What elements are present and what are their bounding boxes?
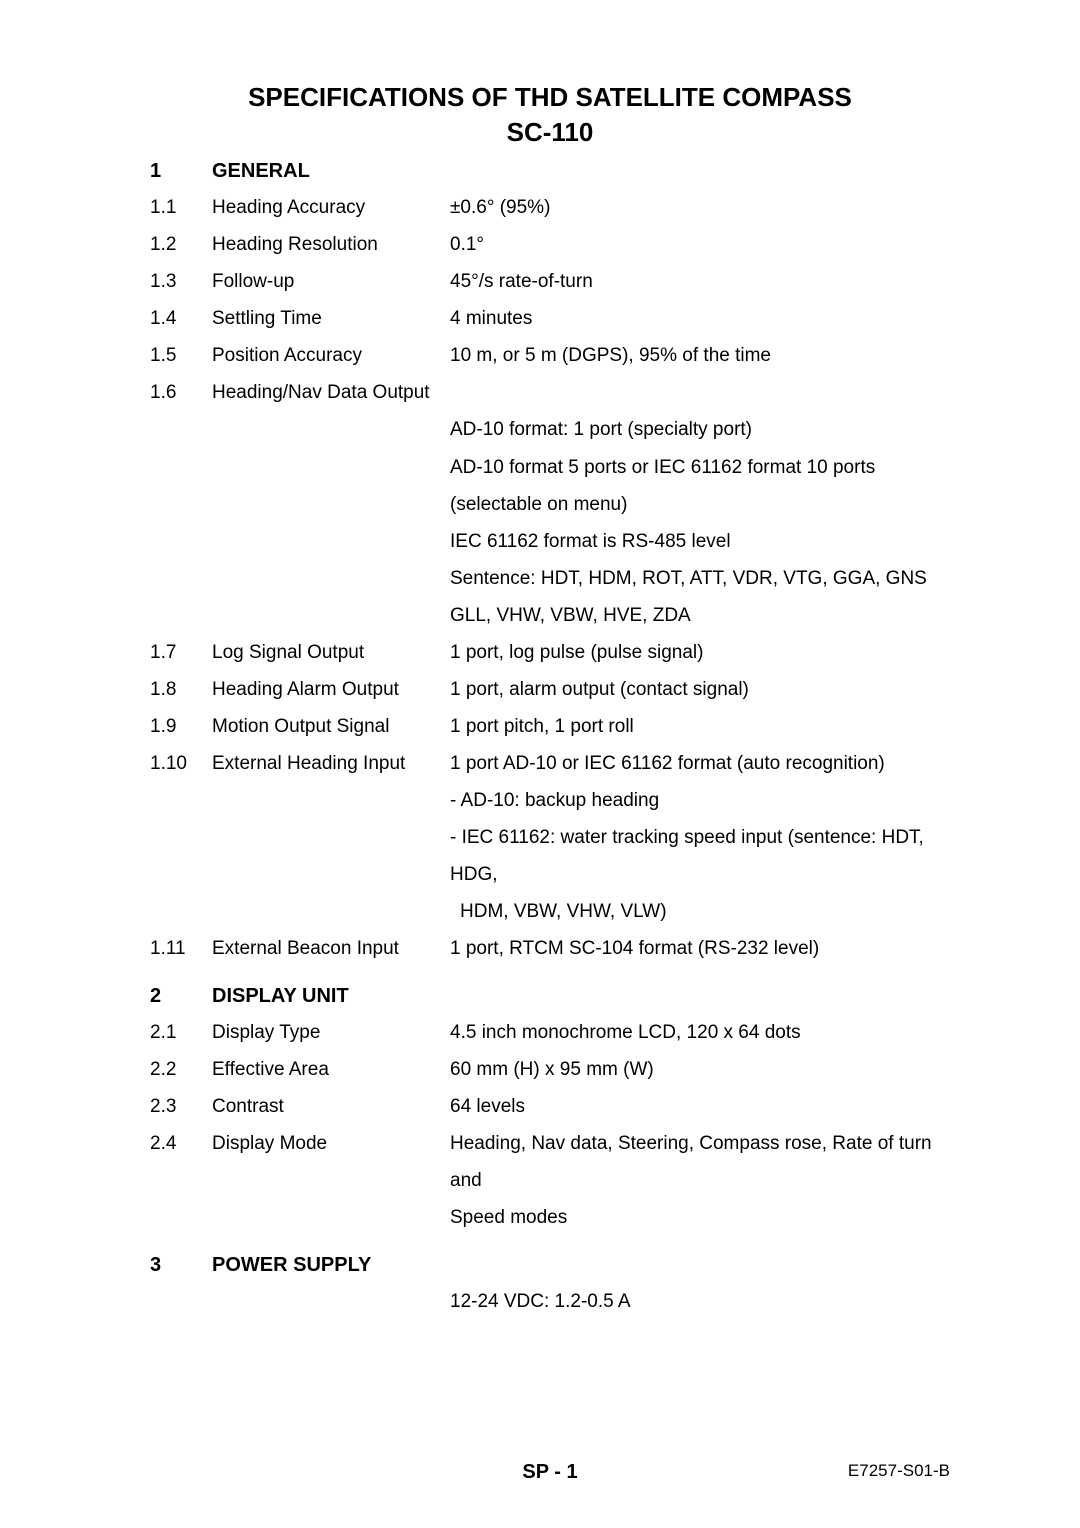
spec-value: 1 port, alarm output (contact signal) bbox=[450, 671, 950, 708]
spec-label: Contrast bbox=[212, 1088, 450, 1125]
spec-num: 1.9 bbox=[150, 708, 212, 745]
spec-continuation: AD-10 format: 1 port (specialty port) bbox=[150, 411, 950, 448]
spec-continuation: Sentence: HDT, HDM, ROT, ATT, VDR, VTG, … bbox=[150, 560, 950, 597]
section-number: 2 bbox=[150, 985, 212, 1008]
spec-num: 1.3 bbox=[150, 263, 212, 300]
section-number: 1 bbox=[150, 160, 212, 183]
spec-value: 45°/s rate-of-turn bbox=[450, 263, 950, 300]
spec-row: 1.5 Position Accuracy 10 m, or 5 m (DGPS… bbox=[150, 337, 950, 374]
spec-num: 1.1 bbox=[150, 189, 212, 226]
spec-row: 1.4 Settling Time 4 minutes bbox=[150, 300, 950, 337]
spec-value: 1 port pitch, 1 port roll bbox=[450, 708, 950, 745]
spec-num: 1.7 bbox=[150, 634, 212, 671]
spec-row: 1.3 Follow-up 45°/s rate-of-turn bbox=[150, 263, 950, 300]
section-title: GENERAL bbox=[212, 160, 310, 183]
spec-num: 2.1 bbox=[150, 1014, 212, 1051]
spec-row: 1.9 Motion Output Signal 1 port pitch, 1… bbox=[150, 708, 950, 745]
spec-num: 2.4 bbox=[150, 1125, 212, 1162]
spec-label: Display Mode bbox=[212, 1125, 450, 1162]
spec-label: Heading Alarm Output bbox=[212, 671, 450, 708]
spec-row: 1.11 External Beacon Input 1 port, RTCM … bbox=[150, 930, 950, 967]
spec-label: External Heading Input bbox=[212, 745, 450, 782]
spec-label: External Beacon Input bbox=[212, 930, 450, 967]
cont-text: HDM, VBW, VHW, VLW) bbox=[450, 893, 950, 930]
section-header-general: 1 GENERAL bbox=[150, 160, 950, 183]
spec-value: Heading, Nav data, Steering, Compass ros… bbox=[450, 1125, 950, 1199]
title-line-2: SC-110 bbox=[150, 115, 950, 150]
section-title: POWER SUPPLY bbox=[212, 1254, 371, 1277]
spec-label: Heading Resolution bbox=[212, 226, 450, 263]
spec-num: 1.4 bbox=[150, 300, 212, 337]
spec-label: Settling Time bbox=[212, 300, 450, 337]
spec-row: 1.7 Log Signal Output 1 port, log pulse … bbox=[150, 634, 950, 671]
cont-text: - IEC 61162: water tracking speed input … bbox=[450, 819, 950, 893]
spec-continuation: (selectable on menu) bbox=[150, 486, 950, 523]
spec-value: 0.1° bbox=[450, 226, 950, 263]
spec-num: 1.10 bbox=[150, 745, 212, 782]
section-title: DISPLAY UNIT bbox=[212, 985, 349, 1008]
spec-row: 1.2 Heading Resolution 0.1° bbox=[150, 226, 950, 263]
spec-value: 64 levels bbox=[450, 1088, 950, 1125]
section-header-display-unit: 2 DISPLAY UNIT bbox=[150, 985, 950, 1008]
spec-label: Follow-up bbox=[212, 263, 450, 300]
spec-label: Heading/Nav Data Output bbox=[212, 374, 450, 411]
spec-continuation: HDM, VBW, VHW, VLW) bbox=[150, 893, 950, 930]
spec-value: 1 port, RTCM SC-104 format (RS-232 level… bbox=[450, 930, 950, 967]
spec-continuation: GLL, VHW, VBW, HVE, ZDA bbox=[150, 597, 950, 634]
spec-row: 2.2 Effective Area 60 mm (H) x 95 mm (W) bbox=[150, 1051, 950, 1088]
spec-continuation: AD-10 format 5 ports or IEC 61162 format… bbox=[150, 449, 950, 486]
spec-num: 1.6 bbox=[150, 374, 212, 411]
title-line-1: SPECIFICATIONS OF THD SATELLITE COMPASS bbox=[150, 80, 950, 115]
spec-value: 4.5 inch monochrome LCD, 120 x 64 dots bbox=[450, 1014, 950, 1051]
spec-row: 12-24 VDC: 1.2-0.5 A bbox=[150, 1283, 950, 1320]
spec-value: 4 minutes bbox=[450, 300, 950, 337]
spec-num: 1.5 bbox=[150, 337, 212, 374]
spec-row: 2.1 Display Type 4.5 inch monochrome LCD… bbox=[150, 1014, 950, 1051]
cont-text: - AD-10: backup heading bbox=[450, 782, 950, 819]
document-title: SPECIFICATIONS OF THD SATELLITE COMPASS … bbox=[150, 80, 950, 150]
cont-text: GLL, VHW, VBW, HVE, ZDA bbox=[450, 597, 950, 634]
spec-row: 1.6 Heading/Nav Data Output bbox=[150, 374, 950, 411]
spec-label: Log Signal Output bbox=[212, 634, 450, 671]
cont-text: IEC 61162 format is RS-485 level bbox=[450, 523, 950, 560]
spec-label: Position Accuracy bbox=[212, 337, 450, 374]
footer-page-number: SP - 1 bbox=[522, 1461, 577, 1484]
spec-value: ±0.6° (95%) bbox=[450, 189, 950, 226]
spec-value: 1 port, log pulse (pulse signal) bbox=[450, 634, 950, 671]
spec-label: Display Type bbox=[212, 1014, 450, 1051]
section-number: 3 bbox=[150, 1254, 212, 1277]
page-footer: SP - 1 E7257-S01-B bbox=[0, 1461, 1080, 1484]
spec-row: 2.4 Display Mode Heading, Nav data, Stee… bbox=[150, 1125, 950, 1199]
cont-text: (selectable on menu) bbox=[450, 486, 950, 523]
footer-doc-code: E7257-S01-B bbox=[848, 1461, 950, 1481]
page: SPECIFICATIONS OF THD SATELLITE COMPASS … bbox=[0, 0, 1080, 1528]
spec-num: 1.11 bbox=[150, 930, 212, 967]
cont-text: AD-10 format 5 ports or IEC 61162 format… bbox=[450, 449, 950, 486]
spec-continuation: - IEC 61162: water tracking speed input … bbox=[150, 819, 950, 893]
section-header-power-supply: 3 POWER SUPPLY bbox=[150, 1254, 950, 1277]
cont-text: Sentence: HDT, HDM, ROT, ATT, VDR, VTG, … bbox=[450, 560, 950, 597]
spec-num: 2.3 bbox=[150, 1088, 212, 1125]
spec-row: 2.3 Contrast 64 levels bbox=[150, 1088, 950, 1125]
spec-row: 1.10 External Heading Input 1 port AD-10… bbox=[150, 745, 950, 782]
spec-continuation: IEC 61162 format is RS-485 level bbox=[150, 523, 950, 560]
spec-continuation: Speed modes bbox=[150, 1199, 950, 1236]
spec-label: Effective Area bbox=[212, 1051, 450, 1088]
spec-value: 12-24 VDC: 1.2-0.5 A bbox=[450, 1283, 950, 1320]
spec-row: 1.8 Heading Alarm Output 1 port, alarm o… bbox=[150, 671, 950, 708]
spec-num: 1.8 bbox=[150, 671, 212, 708]
spec-label: Motion Output Signal bbox=[212, 708, 450, 745]
spec-row: 1.1 Heading Accuracy ±0.6° (95%) bbox=[150, 189, 950, 226]
spec-value: 10 m, or 5 m (DGPS), 95% of the time bbox=[450, 337, 950, 374]
spec-value: 60 mm (H) x 95 mm (W) bbox=[450, 1051, 950, 1088]
spec-num: 1.2 bbox=[150, 226, 212, 263]
spec-num: 2.2 bbox=[150, 1051, 212, 1088]
spec-label: Heading Accuracy bbox=[212, 189, 450, 226]
spec-value: 1 port AD-10 or IEC 61162 format (auto r… bbox=[450, 745, 950, 782]
cont-text: Speed modes bbox=[450, 1199, 950, 1236]
spec-continuation: - AD-10: backup heading bbox=[150, 782, 950, 819]
cont-text: AD-10 format: 1 port (specialty port) bbox=[450, 411, 950, 448]
